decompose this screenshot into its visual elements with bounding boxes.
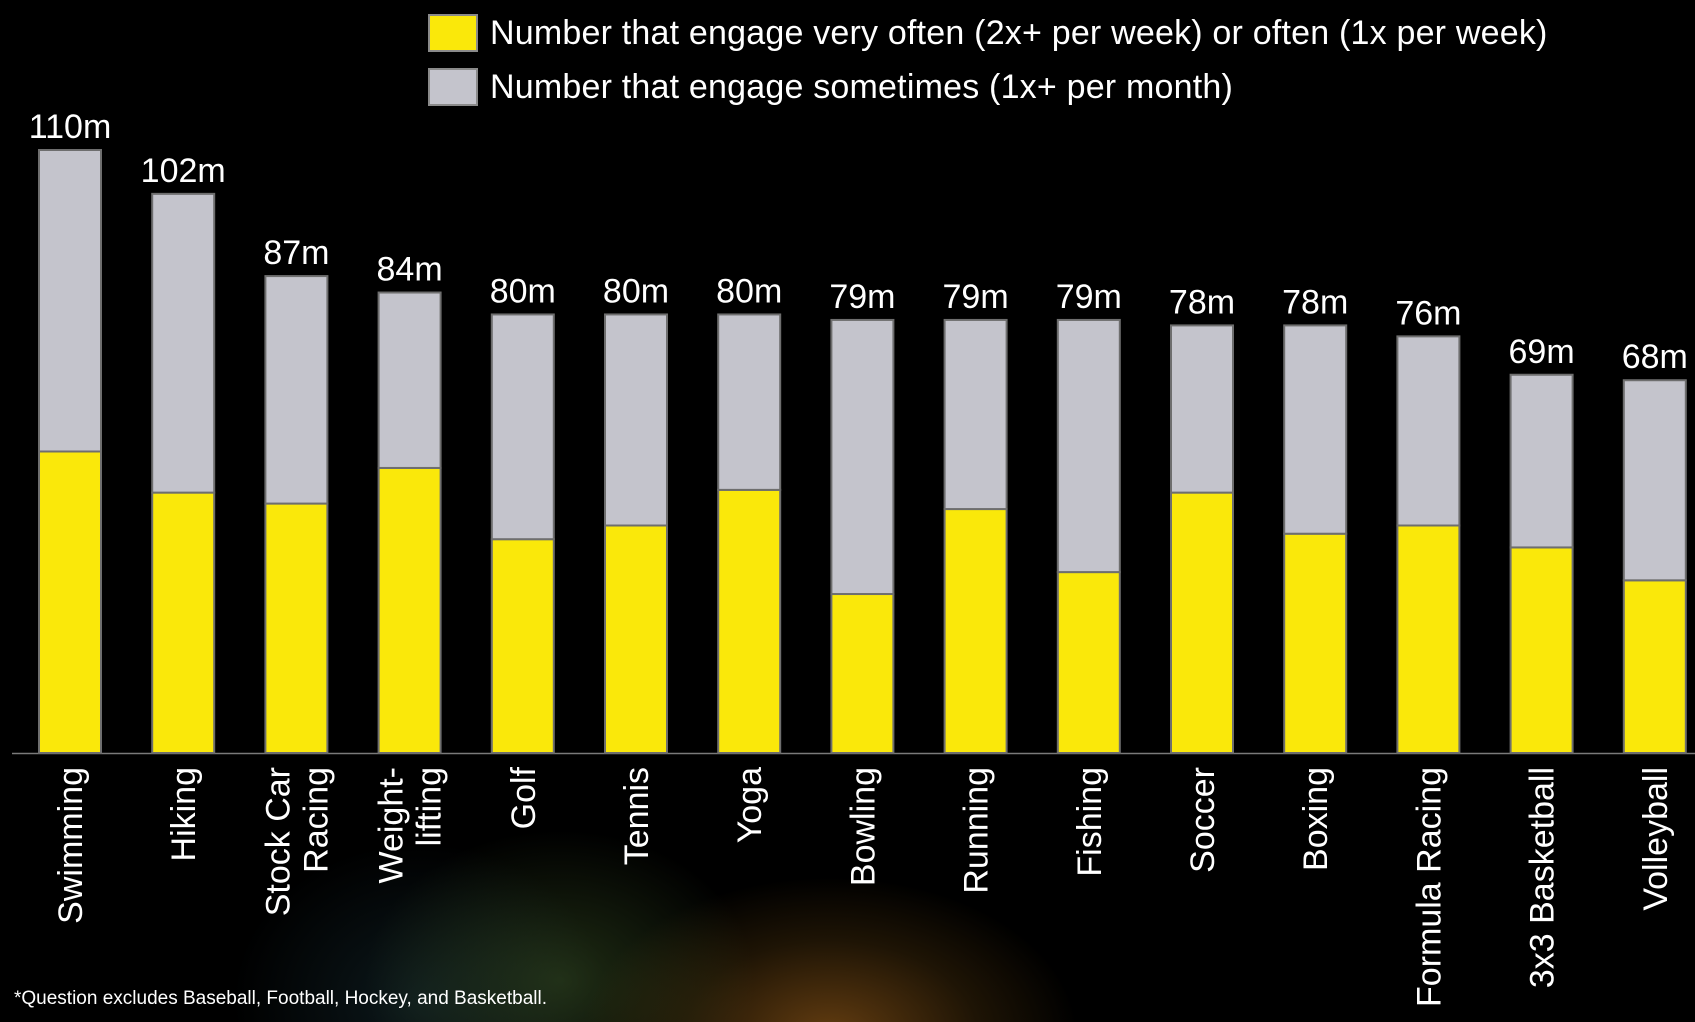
bar-segment-often-12 bbox=[1396, 524, 1461, 754]
bar-segment-often-3 bbox=[377, 466, 442, 754]
bar-segment-often-5 bbox=[604, 524, 668, 754]
bar-segment-often-0 bbox=[38, 450, 102, 754]
category-label-group-12: Formula Racing bbox=[1410, 767, 1448, 1007]
bar-segment-sometimes-3 bbox=[377, 291, 442, 469]
category-label-6-0: Yoga bbox=[731, 767, 769, 843]
category-label-12-0: Formula Racing bbox=[1410, 767, 1448, 1007]
category-label-group-3: Weight-lifting bbox=[373, 767, 449, 884]
total-label-8: 79m bbox=[943, 278, 1009, 316]
category-label-group-2: Stock Car Racing bbox=[259, 767, 335, 916]
bar-segment-sometimes-10 bbox=[1170, 324, 1234, 494]
total-label-9: 79m bbox=[1056, 278, 1122, 316]
bar-segment-often-14 bbox=[1622, 579, 1687, 755]
bar-segment-sometimes-5 bbox=[604, 313, 668, 527]
category-label-2-1: Racing bbox=[297, 767, 335, 873]
bar-segment-sometimes-0 bbox=[38, 149, 102, 453]
legend: Number that engage very often (2x+ per w… bbox=[428, 6, 1548, 114]
total-label-4: 80m bbox=[490, 272, 556, 310]
bar-segment-sometimes-2 bbox=[264, 275, 329, 505]
bar-segment-sometimes-14 bbox=[1622, 379, 1687, 582]
footnote: *Question excludes Baseball, Football, H… bbox=[14, 988, 548, 1009]
bar-segment-sometimes-1 bbox=[151, 192, 216, 494]
bar-segment-sometimes-13 bbox=[1509, 373, 1574, 549]
total-label-6: 80m bbox=[716, 272, 782, 310]
bar-segment-often-9 bbox=[1056, 571, 1121, 754]
total-label-3: 84m bbox=[377, 251, 443, 289]
category-label-1-0: Hiking bbox=[165, 767, 203, 861]
category-label-group-14: Volleyball bbox=[1637, 767, 1675, 911]
total-label-5: 80m bbox=[603, 272, 669, 310]
legend-label-sometimes: Number that engage sometimes (1x+ per mo… bbox=[490, 67, 1233, 106]
category-label-9-0: Fishing bbox=[1071, 767, 1109, 877]
total-label-11: 78m bbox=[1282, 283, 1348, 321]
bar-segment-sometimes-6 bbox=[717, 313, 782, 491]
bar-segment-often-11 bbox=[1283, 532, 1348, 755]
category-label-8-0: Running bbox=[958, 767, 996, 894]
category-label-5-0: Tennis bbox=[618, 767, 656, 865]
bar-segment-often-2 bbox=[264, 502, 329, 754]
bar-segment-sometimes-4 bbox=[490, 313, 555, 541]
bar-segment-sometimes-7 bbox=[830, 318, 895, 596]
category-label-group-8: Running bbox=[958, 767, 996, 894]
category-label-3-0: Weight- bbox=[373, 767, 411, 884]
total-label-7: 79m bbox=[829, 278, 895, 316]
bar-segment-often-8 bbox=[943, 508, 1008, 754]
category-label-2-0: Stock Car bbox=[259, 767, 297, 916]
category-label-3-1: lifting bbox=[411, 767, 449, 846]
category-label-group-11: Boxing bbox=[1297, 767, 1335, 871]
category-label-4-0: Golf bbox=[505, 766, 543, 829]
category-label-group-13: 3x3 Basketball bbox=[1524, 767, 1562, 988]
category-label-13-0: 3x3 Basketball bbox=[1524, 767, 1562, 988]
total-label-2: 87m bbox=[263, 234, 329, 272]
legend-item-often: Number that engage very often (2x+ per w… bbox=[428, 6, 1548, 60]
category-label-group-4: Golf bbox=[505, 766, 543, 829]
category-label-group-5: Tennis bbox=[618, 767, 656, 865]
legend-label-often: Number that engage very often (2x+ per w… bbox=[490, 13, 1548, 52]
category-label-10-0: Soccer bbox=[1184, 767, 1222, 873]
total-label-1: 102m bbox=[141, 152, 226, 190]
bar-segment-often-1 bbox=[151, 491, 216, 754]
category-label-group-7: Bowling bbox=[844, 767, 882, 886]
legend-swatch-sometimes bbox=[428, 68, 478, 106]
bar-segment-often-13 bbox=[1509, 546, 1574, 754]
bar-segment-sometimes-12 bbox=[1396, 335, 1461, 527]
total-label-12: 76m bbox=[1395, 294, 1461, 332]
bar-segment-often-10 bbox=[1170, 491, 1234, 754]
category-label-group-9: Fishing bbox=[1071, 767, 1109, 877]
total-label-14: 68m bbox=[1622, 338, 1688, 376]
bar-segment-often-4 bbox=[490, 538, 555, 755]
category-label-group-10: Soccer bbox=[1184, 767, 1222, 873]
category-label-group-0: Swimming bbox=[52, 767, 90, 924]
bar-segment-sometimes-9 bbox=[1056, 318, 1121, 574]
category-label-group-1: Hiking bbox=[165, 767, 203, 861]
bar-segment-sometimes-11 bbox=[1283, 324, 1348, 535]
category-label-14-0: Volleyball bbox=[1637, 767, 1675, 911]
legend-swatch-often bbox=[428, 14, 478, 52]
total-label-10: 78m bbox=[1169, 283, 1235, 321]
category-label-7-0: Bowling bbox=[844, 767, 882, 886]
category-label-11-0: Boxing bbox=[1297, 767, 1335, 871]
total-label-0: 110m bbox=[29, 108, 112, 146]
bar-segment-often-7 bbox=[830, 593, 895, 755]
total-label-13: 69m bbox=[1509, 333, 1575, 371]
legend-item-sometimes: Number that engage sometimes (1x+ per mo… bbox=[428, 60, 1548, 114]
category-label-group-6: Yoga bbox=[731, 767, 769, 843]
bar-segment-sometimes-8 bbox=[943, 318, 1008, 511]
bar-segment-often-6 bbox=[717, 488, 782, 754]
category-label-0-0: Swimming bbox=[52, 767, 90, 924]
